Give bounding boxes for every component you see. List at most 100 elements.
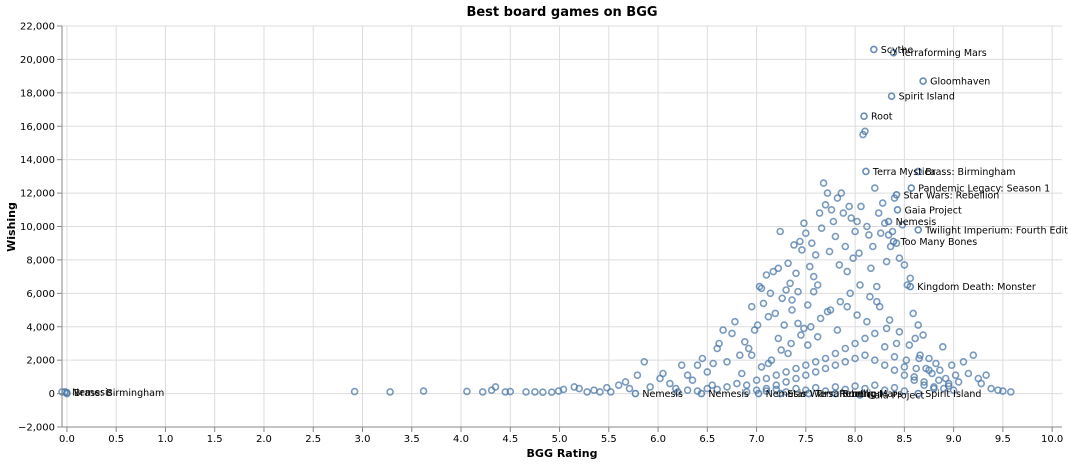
x-tick-label: 0.0 [59,434,75,445]
data-point [788,296,796,304]
data-point [911,334,920,343]
data-point [819,179,828,187]
y-tick-label: 18,000 [20,88,55,99]
data-point [596,388,604,396]
data-point [914,321,923,329]
x-tick-label: 6.5 [699,434,715,445]
x-tick-label: 4.0 [453,434,469,445]
data-point [731,317,739,326]
data-point [538,388,547,397]
data-point [762,271,771,279]
data-point [934,376,943,385]
point-label: Terraforming Mars [900,48,987,59]
data-point [833,194,842,202]
data-point [890,352,899,361]
y-tick-label: 6,000 [26,289,55,300]
data-point [708,381,717,390]
data-point [784,259,792,268]
data-point [999,387,1007,395]
data-point [673,388,682,396]
point-label: Terra Mystica [872,167,936,178]
y-tick-label: 10,000 [20,222,55,233]
data-point [677,361,686,370]
data-point [419,387,428,395]
point-label: Kingdom Death: Monster [917,282,1036,293]
data-point [803,301,812,309]
labeled-data-point [914,389,923,398]
data-point [1006,388,1015,396]
y-tick-label: 16,000 [20,122,55,133]
point-label: Gloomhaven [930,77,990,88]
data-point [841,344,850,353]
data-point [788,306,796,314]
data-point [762,387,771,395]
data-point [910,373,919,381]
data-point [863,317,871,326]
data-point [880,219,889,227]
data-point [625,384,634,393]
x-tick-label: 1.5 [207,434,223,445]
data-point [764,359,773,368]
labeled-data-point [887,92,896,100]
data-point [744,344,753,353]
data-point [902,356,911,365]
x-tick-label: 7.0 [749,434,765,445]
data-point [506,387,515,396]
point-label: Terraforming Mars [815,389,902,400]
x-tick-label: 3.5 [404,434,420,445]
data-point [688,376,697,385]
data-point [949,386,958,395]
point-label: Gaia Project [867,390,924,401]
data-point [882,324,891,333]
labeled-data-point [889,237,898,246]
data-point [898,221,907,229]
point-label: Pandemic Legacy: Season 1 [918,184,1050,195]
labeled-data-point [631,389,640,398]
labeled-data-point [697,389,706,398]
data-point [759,299,768,308]
data-point [994,386,1002,395]
data-point [930,384,938,393]
data-point [870,381,879,390]
data-point [805,262,814,271]
data-point [861,351,869,360]
point-label: Star Wars: Rebellion [787,389,883,400]
data-point [835,261,844,269]
point-label: Root [842,389,864,400]
data-point [870,184,879,192]
data-point [787,339,795,348]
point-label: Brass: Birmingham [925,167,1015,178]
data-point [815,209,824,217]
data-point [501,388,510,396]
data-point [846,289,855,298]
y-tick-label: 14,000 [20,155,55,166]
data-point [813,332,822,341]
data-point [753,321,762,329]
x-tick-label: 6.0 [650,434,666,445]
x-tick-label: 4.5 [502,434,518,445]
data-point [912,364,921,373]
data-point [847,214,856,222]
data-point [800,324,808,333]
data-point [920,378,928,386]
data-point [752,376,761,385]
x-tick-label: 2.0 [256,434,272,445]
data-point [863,222,871,231]
labeled-data-point [893,206,902,214]
data-point [762,384,771,393]
x-tick-label: 7.5 [798,434,814,445]
data-point [742,388,751,396]
data-point [614,381,623,390]
data-point [801,229,810,237]
data-point [747,302,756,311]
data-point [772,371,781,380]
data-point [938,342,947,351]
labeled-data-point [907,184,916,192]
data-point [823,307,832,316]
data-point [892,339,901,348]
data-point [829,217,838,226]
data-point [843,302,852,311]
data-point [790,241,798,249]
data-point [880,342,889,351]
